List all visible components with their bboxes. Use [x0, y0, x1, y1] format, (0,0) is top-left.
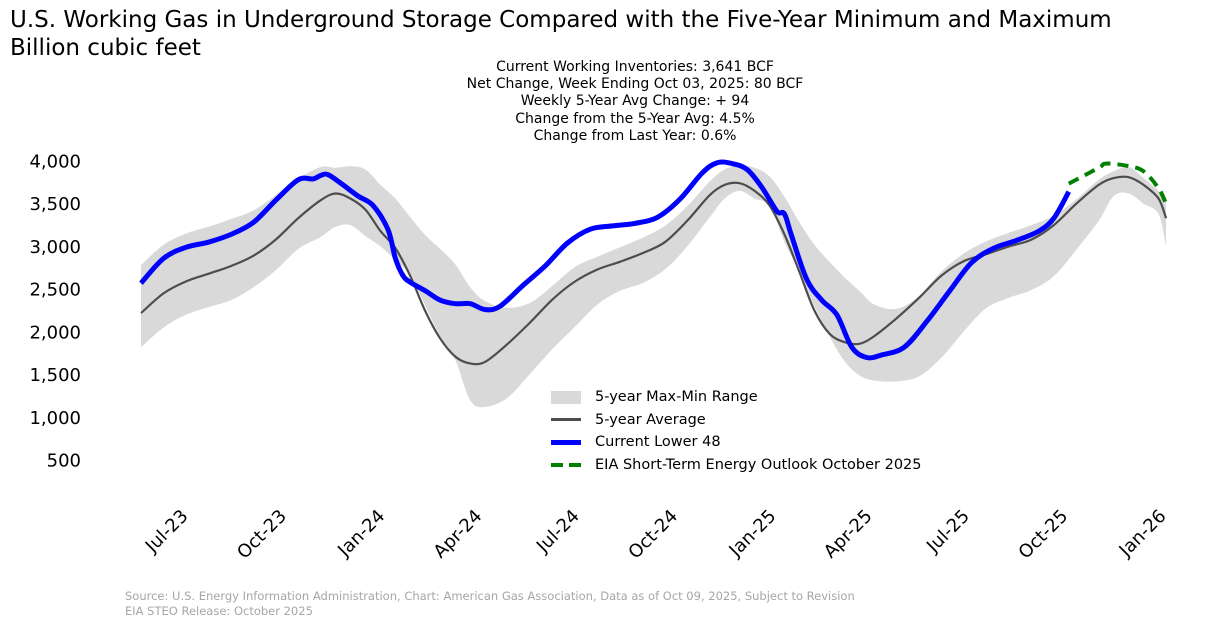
legend-swatch-average: [551, 418, 581, 422]
steo-release-line: EIA STEO Release: October 2025: [125, 604, 313, 618]
source-line: Source: U.S. Energy Information Administ…: [125, 589, 855, 603]
stat-5yr-avg-change: Weekly 5-Year Avg Change: + 94: [520, 93, 750, 110]
x-tick-label: Jan-26: [1115, 506, 1171, 562]
legend-swatch-steo: [551, 462, 581, 467]
legend-item-current: Current Lower 48: [551, 431, 922, 454]
x-tick-label: Apr-24: [430, 506, 487, 563]
legend-swatch-current: [551, 439, 581, 445]
legend-item-steo: EIA Short-Term Energy Outlook October 20…: [551, 454, 922, 477]
source-footer: Source: U.S. Energy Information Administ…: [125, 589, 855, 619]
x-tick-label: Jan-24: [333, 506, 389, 562]
x-tick-label: Jan-25: [724, 506, 780, 562]
legend-label-current: Current Lower 48: [595, 434, 721, 451]
stat-change-from-last-year: Change from Last Year: 0.6%: [533, 127, 737, 144]
y-tick-label: 2,500: [29, 280, 81, 301]
y-tick-label: 4,000: [29, 152, 81, 173]
y-tick-label: 2,000: [29, 322, 81, 343]
y-tick-label: 1,500: [29, 365, 81, 386]
stat-current-inventory: Current Working Inventories: 3,641 BCF: [496, 59, 774, 75]
x-axis: Jul-23 Oct-23 Jan-24 Apr-24 Jul-24 Oct-24 Jan-…: [141, 506, 1171, 564]
legend-item-range: 5-year Max-Min Range: [551, 386, 922, 409]
x-tick-label: Oct-23: [233, 506, 291, 564]
chart-title: U.S. Working Gas in Underground Storage …: [10, 7, 1112, 33]
x-tick-label: Oct-25: [1015, 506, 1073, 564]
legend-swatch-range: [551, 390, 581, 404]
series-5yr-average: [140, 175, 1168, 366]
stat-change-from-5yr-avg: Change from the 5-Year Avg: 4.5%: [515, 110, 755, 127]
x-tick-label: Oct-24: [624, 506, 682, 564]
y-tick-label: 3,000: [29, 237, 81, 258]
legend-label-steo: EIA Short-Term Energy Outlook October 20…: [595, 456, 922, 473]
chart-subtitle: Billion cubic feet: [10, 35, 201, 61]
stats-box: Current Working Inventories: 3,641 BCF N…: [435, 59, 835, 145]
stat-net-change: Net Change, Week Ending Oct 03, 2025: 80…: [466, 76, 804, 93]
x-tick-label: Jul-24: [532, 506, 584, 558]
series-current-lower-48: [139, 159, 1071, 361]
legend: 5-year Max-Min Range 5-year Average Curr…: [551, 386, 922, 476]
y-tick-label: 1,000: [29, 408, 81, 429]
y-axis: 500 1,000 1,500 2,000 2,500 3,000 3,500 4,000: [29, 152, 81, 472]
y-tick-label: 3,500: [29, 194, 81, 215]
x-tick-label: Apr-25: [820, 506, 877, 563]
legend-label-average: 5-year Average: [595, 411, 706, 428]
x-tick-label: Jul-25: [922, 506, 974, 558]
x-tick-label: Jul-23: [141, 506, 193, 558]
range-band: [141, 165, 1167, 408]
legend-label-range: 5-year Max-Min Range: [595, 389, 758, 406]
y-tick-label: 500: [47, 451, 81, 472]
legend-item-average: 5-year Average: [551, 409, 922, 432]
